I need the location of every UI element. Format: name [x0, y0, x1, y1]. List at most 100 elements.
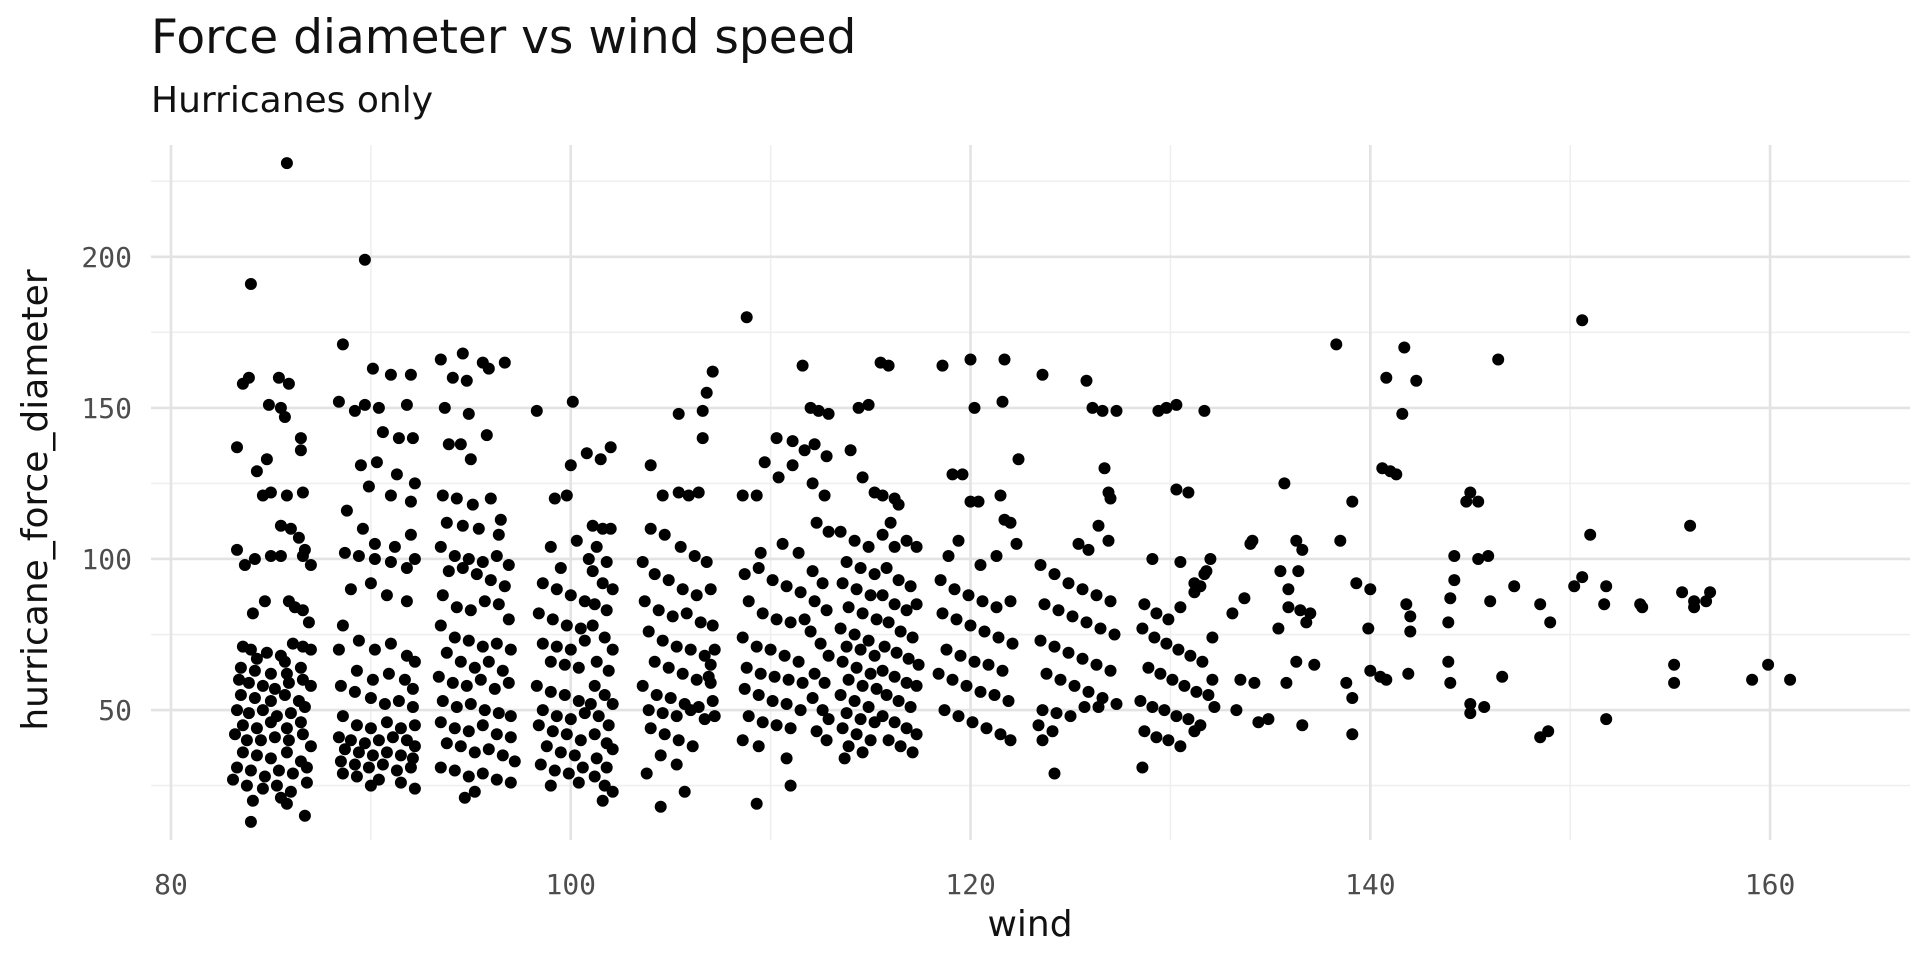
data-point [750, 797, 763, 810]
data-point [504, 731, 517, 744]
data-point [544, 655, 557, 668]
data-point [658, 728, 671, 741]
data-point [820, 604, 833, 617]
data-point [818, 489, 831, 502]
data-point [808, 667, 821, 680]
data-point [348, 404, 361, 417]
data-point [294, 661, 307, 674]
data-point [1172, 643, 1185, 656]
data-point [548, 492, 561, 505]
data-point [816, 577, 829, 590]
data-point [450, 701, 463, 713]
data-point [838, 752, 851, 765]
data-point [498, 356, 511, 369]
data-point [490, 728, 503, 741]
data-point [836, 655, 849, 668]
data-point [586, 565, 599, 578]
data-point [1174, 556, 1187, 568]
data-point [644, 459, 657, 472]
x-tick-label: 100 [545, 868, 596, 901]
data-point [636, 556, 649, 568]
data-point [912, 658, 925, 671]
data-point [406, 752, 419, 765]
data-point [1294, 604, 1307, 617]
data-point [1400, 598, 1413, 611]
data-point [260, 453, 273, 466]
data-point [1142, 661, 1155, 674]
data-point [490, 550, 503, 562]
data-point [1472, 553, 1485, 565]
data-point [492, 598, 505, 611]
data-point [254, 734, 267, 747]
data-point [1012, 453, 1025, 466]
data-point [644, 722, 657, 735]
data-point [736, 489, 749, 502]
data-point [278, 411, 291, 423]
data-point [450, 601, 463, 614]
data-point [366, 749, 379, 762]
data-point [284, 707, 297, 720]
data-point [364, 722, 377, 735]
data-point [576, 761, 589, 774]
data-point [558, 658, 571, 671]
data-point [656, 707, 669, 720]
data-point [1166, 673, 1179, 686]
data-point [738, 682, 751, 695]
data-point [836, 722, 849, 735]
data-point [240, 779, 253, 792]
data-point [562, 767, 575, 780]
data-point [794, 704, 807, 717]
data-point [642, 704, 655, 717]
data-point [1248, 676, 1261, 689]
data-point [370, 456, 383, 469]
data-point [586, 519, 599, 532]
data-point [636, 679, 649, 692]
data-point [386, 731, 399, 744]
data-point [332, 731, 345, 744]
data-point [796, 359, 809, 372]
data-point [334, 679, 347, 692]
y-tick-labels: 50 100 150 200 [81, 241, 132, 727]
data-point [336, 619, 349, 632]
data-point [244, 278, 257, 290]
data-point [1092, 701, 1105, 713]
data-point [448, 722, 461, 735]
data-point [706, 365, 719, 378]
data-point [1402, 667, 1415, 680]
data-point [822, 407, 835, 420]
data-point [640, 767, 653, 780]
data-point [1182, 713, 1195, 726]
data-point [580, 447, 593, 460]
data-point [298, 543, 311, 556]
data-point [256, 782, 269, 795]
data-point [910, 728, 923, 741]
data-point [282, 734, 295, 747]
data-point [504, 643, 517, 656]
data-point [406, 682, 419, 695]
data-point [572, 695, 585, 707]
data-point [264, 550, 277, 562]
data-point [484, 492, 497, 505]
data-point [456, 347, 469, 360]
data-point [882, 616, 895, 629]
data-point [366, 362, 379, 375]
data-point [900, 722, 913, 735]
data-point [822, 525, 835, 538]
data-point [750, 640, 763, 653]
data-point [606, 698, 619, 710]
data-point [450, 492, 463, 505]
data-point [868, 568, 881, 581]
data-point [546, 725, 559, 738]
data-point [442, 438, 455, 451]
data-point [1204, 553, 1217, 565]
data-point [776, 537, 789, 550]
data-point [586, 619, 599, 632]
data-point [772, 471, 785, 484]
data-point [358, 253, 371, 266]
data-point [684, 704, 697, 717]
data-point [454, 438, 467, 451]
data-point [694, 616, 707, 629]
data-point [368, 553, 381, 565]
data-point [588, 770, 601, 783]
data-point [372, 401, 385, 414]
